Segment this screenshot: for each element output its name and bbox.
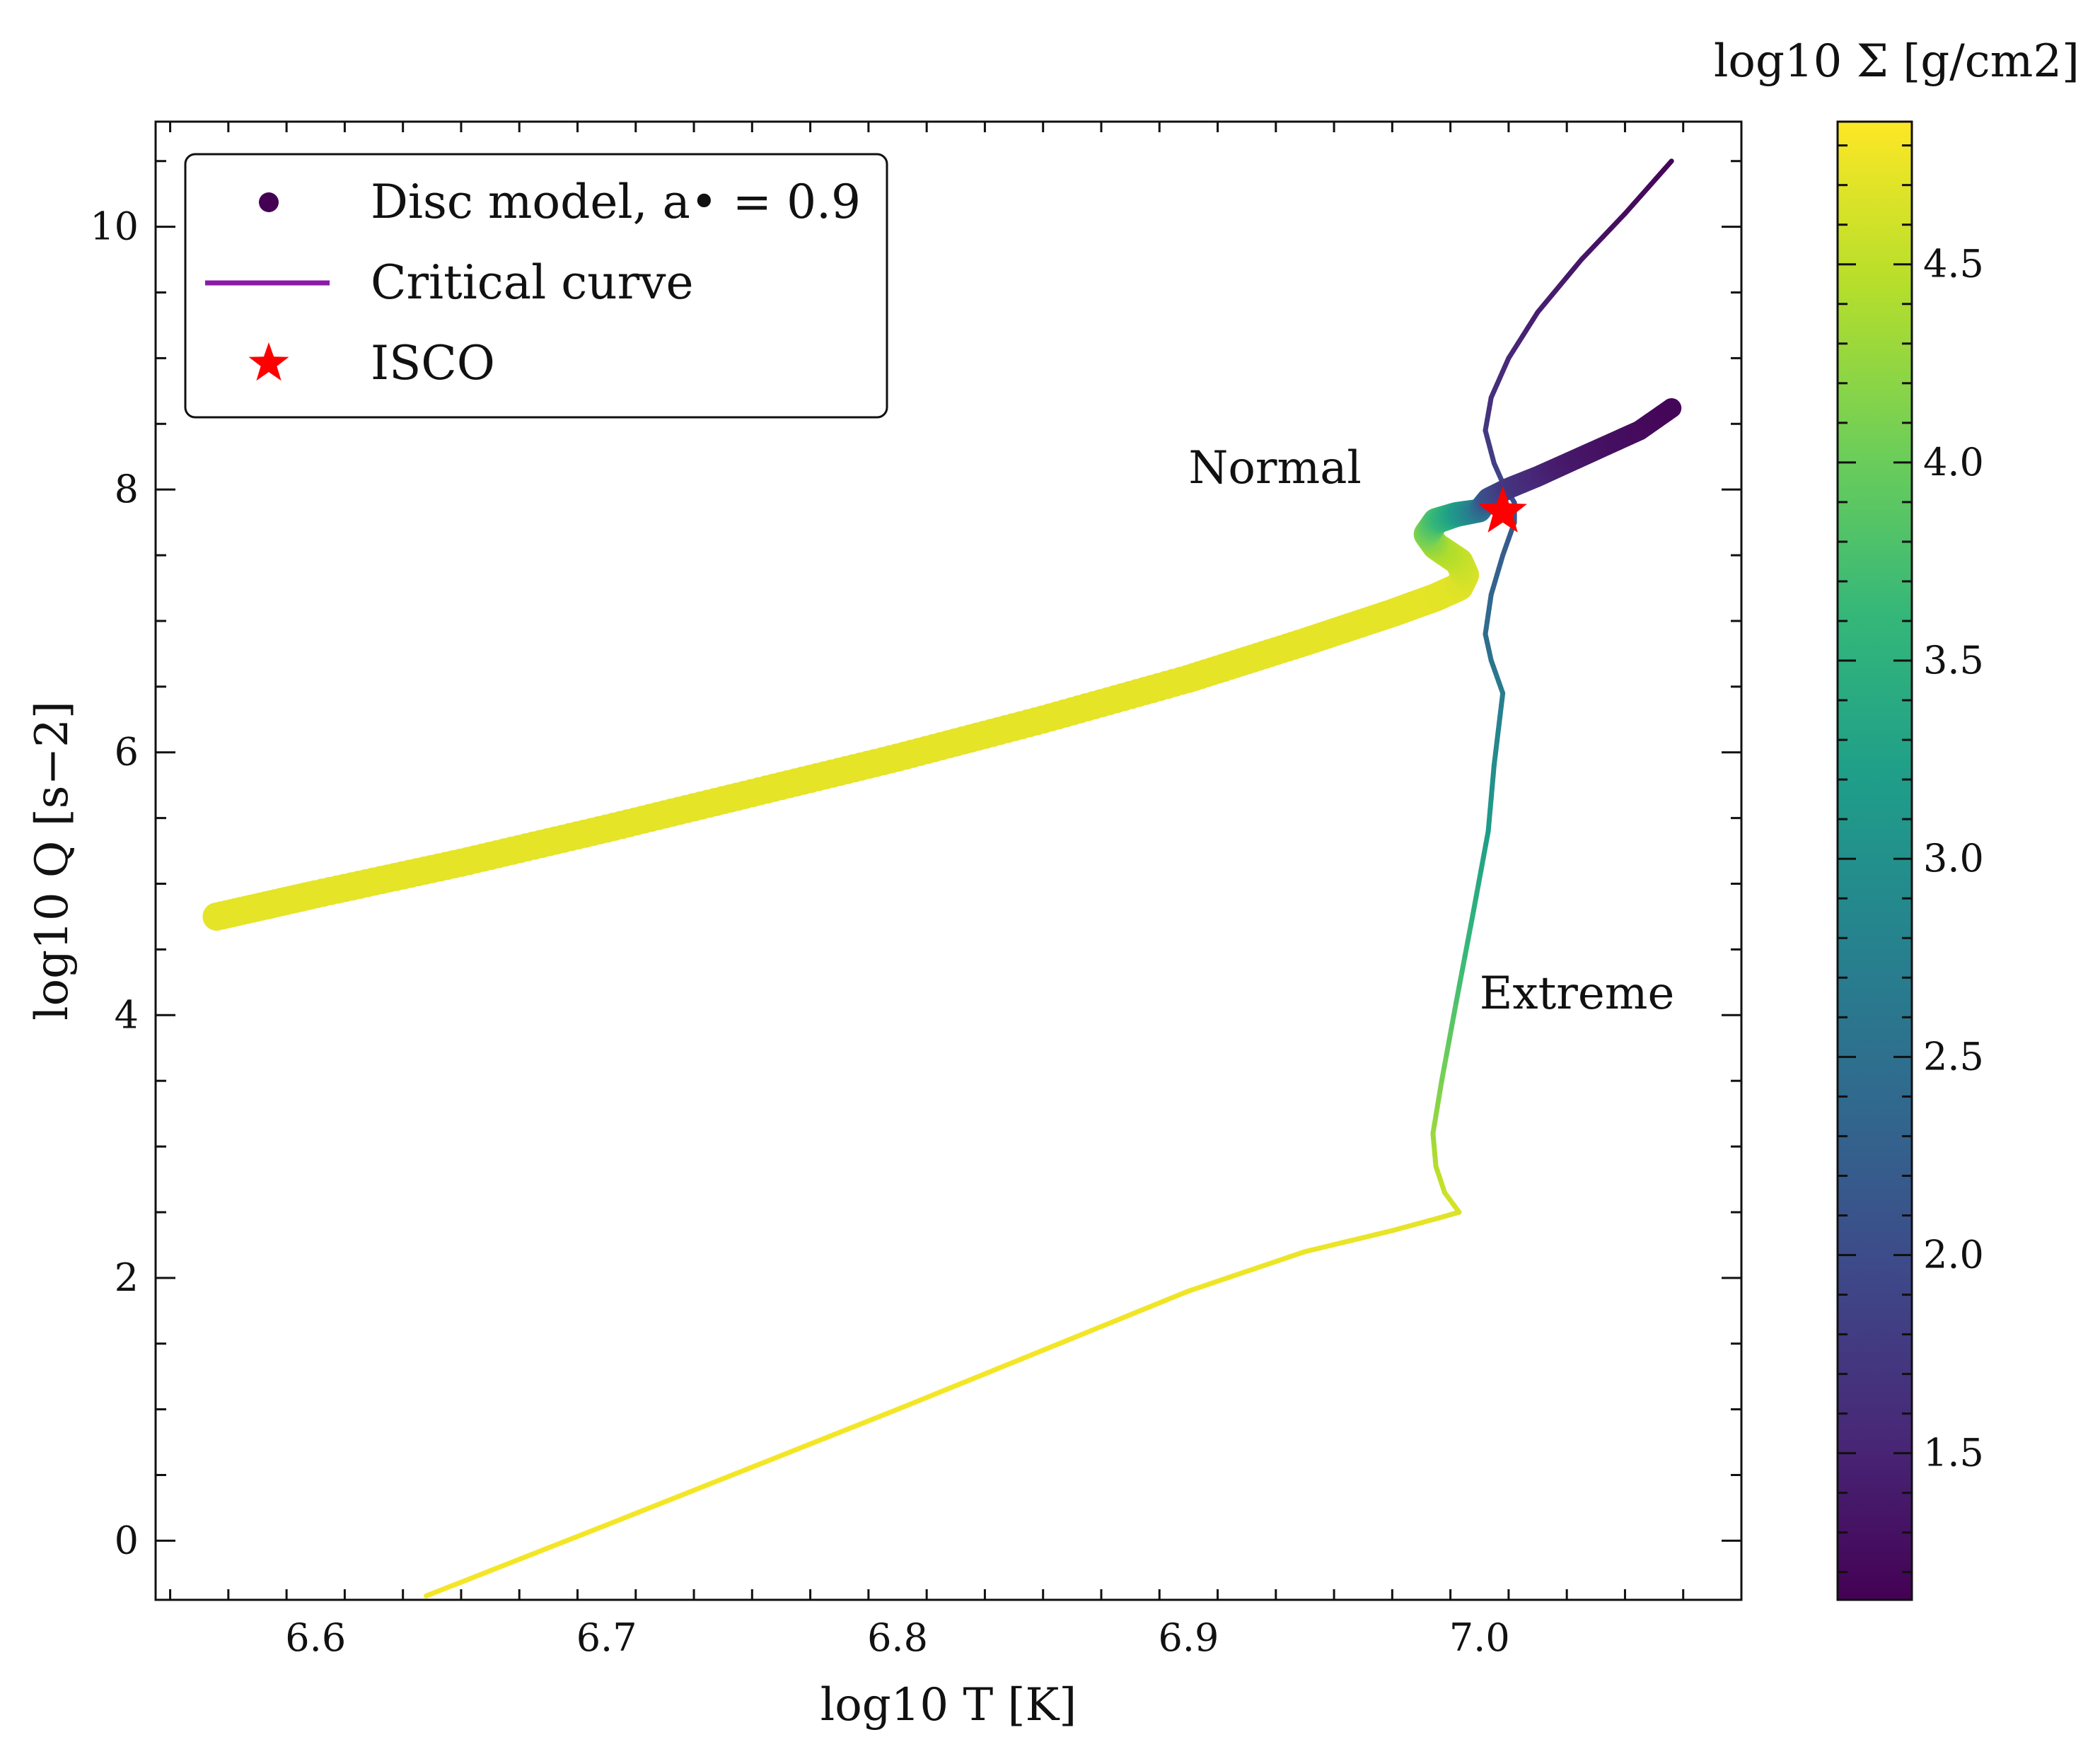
critical-curve-segment bbox=[919, 1387, 949, 1403]
y-tick-label: 4 bbox=[115, 992, 139, 1037]
annotation-extreme: Extreme bbox=[1480, 968, 1675, 1020]
critical-curve-segment bbox=[1360, 1231, 1381, 1241]
legend-label-critical-curve: Critical curve bbox=[371, 255, 694, 310]
critical-curve-segment bbox=[1016, 1347, 1046, 1363]
critical-curve-segment bbox=[1302, 1245, 1323, 1255]
critical-curve-segment bbox=[676, 1484, 707, 1499]
critical-curve-segment bbox=[1113, 1308, 1143, 1323]
critical-curve-segment bbox=[514, 1546, 550, 1563]
colorbar-tick-label: 2.0 bbox=[1923, 1233, 1984, 1277]
critical-curve-segment bbox=[992, 1357, 1021, 1373]
critical-curve-segment bbox=[1224, 1269, 1250, 1281]
axis-ticks: 6.6 6.7 6.8 6.9 7.0 0 2 4 6 8 10 bbox=[90, 122, 1743, 1660]
critical-curve-segment bbox=[701, 1474, 731, 1490]
critical-curve-segment bbox=[604, 1512, 634, 1528]
y-tick-label: 2 bbox=[115, 1255, 139, 1300]
legend-label-disc-model: Disc model, a• = 0.9 bbox=[371, 175, 861, 229]
critical-curve-segment bbox=[453, 1569, 489, 1587]
critical-curve-segment bbox=[1331, 1238, 1352, 1248]
critical-curve-segment bbox=[895, 1397, 924, 1412]
disc-model-layer bbox=[202, 397, 1682, 931]
annotation-normal: Normal bbox=[1188, 442, 1361, 494]
colorbar-ticks: 1.5 2.0 2.5 3.0 3.5 4.0 4.5 bbox=[1838, 144, 1984, 1574]
x-tick-label: 6.8 bbox=[867, 1615, 928, 1660]
critical-curve-segment bbox=[798, 1435, 828, 1451]
colorbar bbox=[1836, 120, 1913, 1601]
critical-curve-segment bbox=[1244, 1262, 1269, 1274]
critical-curve-segment bbox=[1161, 1288, 1191, 1303]
critical-curve-segment bbox=[1346, 1235, 1366, 1244]
critical-curve-segment bbox=[652, 1493, 682, 1509]
x-axis-label: log10 T [K] bbox=[820, 1679, 1077, 1731]
critical-curve-segment bbox=[1137, 1298, 1167, 1313]
isco-star-marker bbox=[1478, 486, 1527, 533]
legend: Disc model, a• = 0.9 Critical curve ISCO bbox=[184, 153, 888, 419]
colorbar-tick-label: 3.0 bbox=[1923, 836, 1984, 881]
y-tick-label: 8 bbox=[115, 467, 139, 511]
y-axis-label: log10 Q [s−2] bbox=[26, 701, 79, 1021]
disc-model-point bbox=[1661, 397, 1682, 418]
critical-curve-segment bbox=[1661, 158, 1674, 173]
legend-disc-model-marker bbox=[259, 192, 279, 212]
critical-curve-segment bbox=[1317, 1242, 1337, 1251]
critical-curve-segment bbox=[544, 1534, 579, 1552]
colorbar-tick-label: 3.5 bbox=[1923, 638, 1984, 683]
x-tick-label: 6.9 bbox=[1158, 1615, 1219, 1660]
critical-curve-segment bbox=[1089, 1318, 1119, 1333]
critical-curve-segment bbox=[574, 1522, 610, 1540]
critical-curve-segment bbox=[1283, 1249, 1308, 1261]
legend-isco-star-icon bbox=[248, 342, 289, 381]
critical-curve-segment bbox=[1468, 907, 1477, 928]
y-tick-label: 0 bbox=[115, 1518, 139, 1562]
x-tick-label: 7.0 bbox=[1449, 1615, 1510, 1660]
critical-curve-segment bbox=[944, 1377, 973, 1393]
critical-curve-segment bbox=[484, 1557, 519, 1575]
plot-frame bbox=[154, 120, 1743, 1601]
critical-curve-segment bbox=[1263, 1255, 1289, 1267]
critical-curve-segment bbox=[725, 1464, 755, 1480]
critical-curve-segment bbox=[1185, 1282, 1211, 1294]
critical-curve-segment bbox=[1064, 1328, 1094, 1343]
critical-curve-segment bbox=[846, 1416, 876, 1432]
critical-curve-segment bbox=[1462, 938, 1470, 959]
colorbar-label: log10 Σ [g/cm2] bbox=[1714, 35, 2079, 88]
colorbar-tick-label: 1.5 bbox=[1923, 1431, 1984, 1475]
colorbar-tick-label: 2.5 bbox=[1923, 1034, 1984, 1079]
critical-curve-segment bbox=[749, 1455, 779, 1470]
critical-curve-segment bbox=[774, 1445, 804, 1461]
critical-curve-segment bbox=[1205, 1275, 1230, 1287]
colorbar-tick-label: 4.5 bbox=[1923, 242, 1984, 286]
isco-marker-layer bbox=[1478, 486, 1527, 533]
critical-curve-segment bbox=[1456, 968, 1465, 989]
critical-curve-segment bbox=[1459, 953, 1468, 974]
critical-curve-segment bbox=[822, 1426, 852, 1441]
x-tick-label: 6.6 bbox=[285, 1615, 346, 1660]
legend-label-isco: ISCO bbox=[371, 336, 495, 390]
critical-curve-segment bbox=[1454, 984, 1462, 1005]
critical-curve-segment bbox=[1465, 922, 1473, 943]
critical-curve-segment bbox=[1375, 1228, 1395, 1237]
legend-box bbox=[184, 153, 888, 419]
critical-curve-segment bbox=[871, 1407, 900, 1422]
x-tick-label: 6.7 bbox=[576, 1615, 637, 1660]
critical-curve-segment bbox=[1040, 1337, 1070, 1353]
critical-curve-segment bbox=[424, 1581, 459, 1598]
y-tick-label: 10 bbox=[90, 204, 139, 249]
critical-curve-segment bbox=[628, 1503, 658, 1518]
critical-curve-segment bbox=[968, 1367, 997, 1383]
y-tick-label: 6 bbox=[115, 730, 139, 774]
colorbar-tick-label: 4.0 bbox=[1923, 440, 1984, 484]
